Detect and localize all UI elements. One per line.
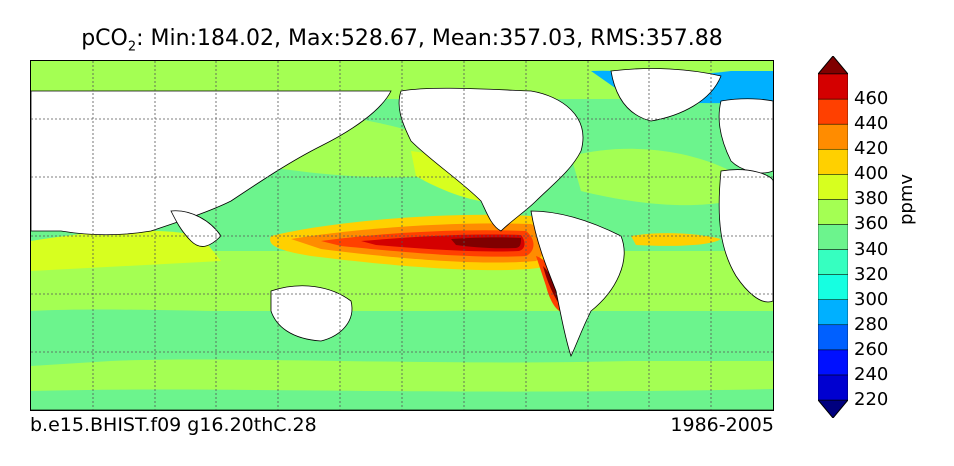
colorbar-extend-min <box>818 399 848 418</box>
time-period: 1986-2005 <box>670 414 774 436</box>
map-panel <box>30 60 774 411</box>
colorbar-extend-max <box>818 56 848 75</box>
colorbar-segment <box>818 374 848 401</box>
colorbar-tick-label: 400 <box>854 163 889 185</box>
title-prefix: pCO <box>81 26 128 51</box>
colorbar-tick-label: 340 <box>854 238 889 260</box>
title-subscript: 2 <box>127 39 137 55</box>
colorbar-segment <box>818 148 848 175</box>
colorbar <box>818 56 848 418</box>
colorbar-tick-label: 220 <box>854 389 889 410</box>
colorbar-segment <box>818 123 848 150</box>
colorbar-tick-label: 240 <box>854 363 889 385</box>
colorbar-tick-label: 300 <box>854 288 889 310</box>
colorbar-tick-label: 320 <box>854 263 889 285</box>
plot-title: pCO2: Min:184.02, Max:528.67, Mean:357.0… <box>30 26 774 54</box>
colorbar-tick-label: 420 <box>854 138 889 160</box>
colorbar-segment <box>818 299 848 326</box>
colorbar-tick-label: 460 <box>854 88 889 110</box>
colorbar-tick-label: 380 <box>854 188 889 210</box>
colorbar-segment <box>818 274 848 300</box>
colorbar-segment <box>818 224 848 250</box>
colorbar-tick-label: 360 <box>854 213 889 235</box>
colorbar-segment <box>818 249 848 275</box>
colorbar-segments <box>818 56 848 418</box>
colorbar-segment <box>818 73 848 100</box>
land-masses <box>31 68 773 410</box>
colorbar-segment <box>818 174 848 200</box>
colorbar-segment <box>818 349 848 376</box>
colorbar-tick-label: 440 <box>854 113 889 135</box>
colorbar-segment <box>818 98 848 125</box>
colorbar-unit-label: ppmv <box>896 173 917 225</box>
colorbar-segment <box>818 199 848 225</box>
title-stats: : Min:184.02, Max:528.67, Mean:357.03, R… <box>136 26 723 51</box>
pco2-map <box>31 61 773 410</box>
colorbar-segment <box>818 324 848 351</box>
colorbar-tick-label: 260 <box>854 338 889 360</box>
case-name: b.e15.BHIST.f09 g16.20thC.28 <box>30 414 317 436</box>
colorbar-tick-label: 280 <box>854 313 889 335</box>
